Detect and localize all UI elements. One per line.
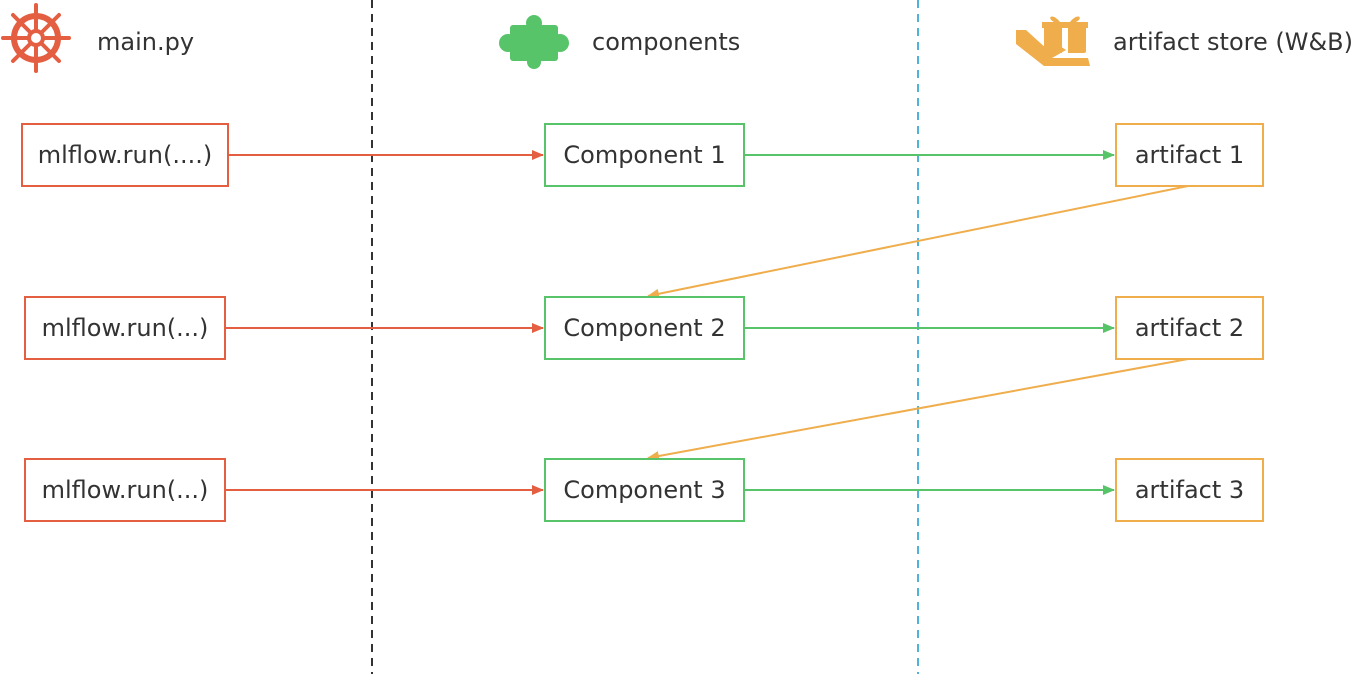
puzzle-piece-icon	[499, 15, 569, 69]
run-box-2: mlflow.run(...)	[24, 296, 226, 360]
run-box-3: mlflow.run(...)	[24, 458, 226, 522]
ship-wheel-icon	[1, 3, 71, 73]
arrow-artifact-2-to-component-3	[647, 358, 1189, 461]
artifact-box-3: artifact 3	[1115, 458, 1264, 522]
artifact-box-1: artifact 1	[1115, 123, 1264, 187]
component-box-1: Component 1	[544, 123, 745, 187]
header-components: components	[592, 28, 741, 56]
component-box-2: Component 2	[544, 296, 745, 360]
artifact-box-2: artifact 2	[1115, 296, 1264, 360]
header-artifact-store: artifact store (W&B)	[1113, 28, 1352, 56]
header-main-py: main.py	[97, 28, 195, 56]
arrow-artifact-1-to-component-2	[647, 185, 1189, 299]
run-box-1: mlflow.run(....)	[21, 123, 229, 187]
hand-gift-icon	[1016, 16, 1090, 66]
component-box-3: Component 3	[544, 458, 745, 522]
